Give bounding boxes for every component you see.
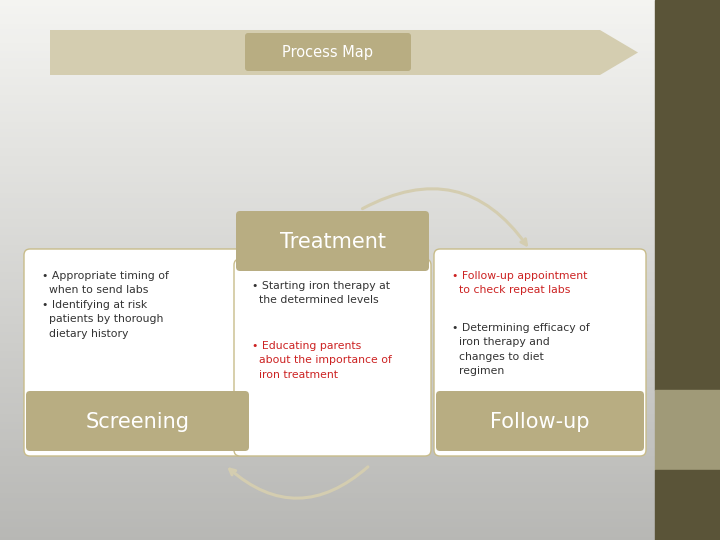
FancyBboxPatch shape — [234, 259, 431, 456]
FancyBboxPatch shape — [436, 391, 644, 451]
FancyBboxPatch shape — [24, 249, 251, 456]
Text: • Follow-up appointment
  to check repeat labs: • Follow-up appointment to check repeat … — [452, 271, 588, 295]
Bar — [655, 470, 720, 540]
Text: Treatment: Treatment — [279, 232, 385, 252]
Polygon shape — [50, 30, 638, 75]
Bar — [655, 0, 720, 390]
Text: Follow-up: Follow-up — [490, 412, 590, 432]
Text: • Educating parents
  about the importance of
  iron treatment: • Educating parents about the importance… — [252, 341, 392, 380]
Text: Process Map: Process Map — [282, 45, 374, 60]
FancyBboxPatch shape — [26, 391, 249, 451]
FancyBboxPatch shape — [236, 211, 429, 271]
Bar — [655, 390, 720, 470]
FancyBboxPatch shape — [245, 33, 411, 71]
FancyBboxPatch shape — [434, 249, 646, 456]
Text: • Starting iron therapy at
  the determined levels: • Starting iron therapy at the determine… — [252, 281, 390, 306]
Text: • Determining efficacy of
  iron therapy and
  changes to diet
  regimen: • Determining efficacy of iron therapy a… — [452, 323, 590, 376]
Text: Screening: Screening — [86, 412, 189, 432]
Text: • Appropriate timing of
  when to send labs
• Identifying at risk
  patients by : • Appropriate timing of when to send lab… — [42, 271, 169, 339]
